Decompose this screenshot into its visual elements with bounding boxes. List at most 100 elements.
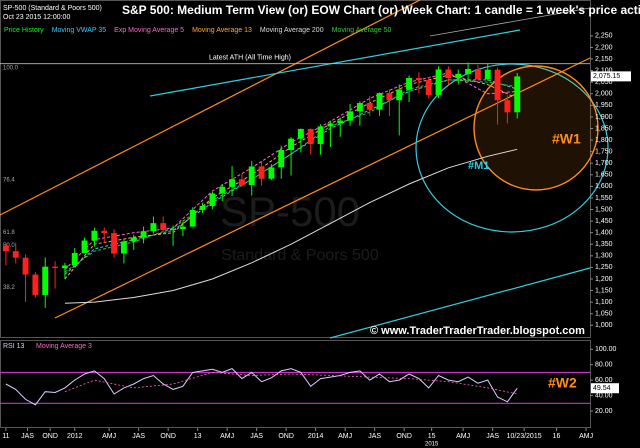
- candle-body: [268, 167, 275, 179]
- rsi-ma-line: [64, 371, 518, 395]
- ath-label: Latest ATH (All Time High): [209, 55, 291, 62]
- candle-body: [42, 266, 49, 295]
- y-tick-label: 1,800: [595, 137, 613, 144]
- candle-body: [307, 128, 314, 144]
- watermark-sub: Standard & Poors 500: [221, 247, 379, 264]
- y-tick-label: 1,350: [595, 241, 613, 248]
- rsi-title: RSI 13: [3, 343, 25, 350]
- candle-body: [474, 68, 481, 80]
- candle-body: [406, 78, 413, 90]
- candle-body: [2, 245, 9, 252]
- x-tick-label: AMJ: [579, 433, 593, 440]
- ma-line: [64, 79, 518, 275]
- x-tick-label: JAS: [132, 433, 145, 440]
- x-tick-label: JAS: [21, 433, 34, 440]
- candle-body: [317, 126, 324, 144]
- x-tick-label: AMJ: [102, 433, 116, 440]
- candle-body: [337, 120, 344, 124]
- candle-body: [189, 209, 196, 227]
- y-tick-label: 1,650: [595, 172, 613, 179]
- legend-entry: Moving Average 200: [260, 27, 324, 34]
- candle-body: [81, 240, 88, 254]
- y-tick-label: 1,750: [595, 148, 613, 155]
- y-tick-label: 2,000: [595, 91, 613, 98]
- y-tick-label: 1,050: [595, 311, 613, 318]
- x-tick-label: OND: [160, 433, 176, 440]
- rsi-last-label: 49.54: [593, 385, 611, 392]
- x-tick-label: 13: [194, 433, 202, 440]
- y-tick-label: 1,500: [595, 206, 613, 213]
- candle-body: [327, 123, 334, 127]
- candle-body: [238, 179, 245, 185]
- m1-label: #M1: [468, 160, 489, 172]
- channel-lower: [54, 57, 591, 319]
- w1-circle: [473, 65, 599, 191]
- candle-body: [91, 230, 98, 241]
- y-tick-label: 2,200: [595, 44, 613, 51]
- y-tick-label: 1,150: [595, 287, 613, 294]
- x-tick-label: 10/23/2015: [507, 433, 542, 440]
- y-tick-label: 1,700: [595, 160, 613, 167]
- candle-body: [32, 274, 39, 295]
- x-tick-label: OND: [396, 433, 412, 440]
- candle-body: [435, 69, 442, 95]
- candle-body: [150, 223, 157, 232]
- watermark: SP-500: [220, 188, 360, 235]
- candle-body: [386, 93, 393, 101]
- y-tick-label: 1,600: [595, 183, 613, 190]
- x-tick-label: OND: [42, 433, 58, 440]
- rsi-y-tick-label: 60.00: [595, 377, 613, 384]
- chart-title: S&P 500: Medium Term View (or) EOW Chart…: [122, 3, 640, 17]
- fib-label: 61.8: [3, 230, 15, 236]
- rsi-y-tick-label: 40.00: [595, 392, 613, 399]
- y-tick-label: 1,450: [595, 218, 613, 225]
- y-tick-label: 1,850: [595, 125, 613, 132]
- x-tick-label: 15: [428, 433, 436, 440]
- candle-body: [199, 206, 206, 210]
- last-price-box: [591, 71, 631, 82]
- last-price-label: 2,075.15: [593, 73, 620, 80]
- w1-label: #W1: [552, 131, 581, 147]
- candle-body: [111, 233, 118, 254]
- x-tick-label: 16: [553, 433, 561, 440]
- candle-body: [12, 251, 19, 258]
- legend-entry: Moving Average 13: [192, 27, 252, 34]
- y-tick-label: 2,150: [595, 56, 613, 63]
- legend-entry: Price History: [4, 27, 44, 34]
- candle-body: [248, 166, 255, 185]
- candle-body: [425, 80, 432, 95]
- w2-label: #W2: [548, 375, 577, 391]
- candle-body: [396, 89, 403, 101]
- candle-body: [366, 103, 373, 110]
- candle-body: [209, 193, 216, 207]
- main-frame: [0, 0, 591, 338]
- ma-line: [64, 148, 518, 304]
- candle-body: [514, 76, 521, 113]
- x-tick-label: JAS: [368, 433, 381, 440]
- candle-body: [258, 166, 265, 179]
- candle-body: [101, 230, 108, 234]
- candle-body: [356, 103, 363, 112]
- x-tick-label: 2012: [67, 433, 83, 440]
- candle-body: [278, 150, 285, 168]
- rsi-last-box: [591, 383, 619, 394]
- legend-entry: Exp Moving Average 5: [114, 27, 184, 34]
- y-tick-label: 1,950: [595, 102, 613, 109]
- candle-body: [288, 138, 295, 151]
- y-tick-label: 1,900: [595, 114, 613, 121]
- rsi-ma-title: Moving Average 3: [36, 343, 92, 350]
- candle-body: [415, 78, 422, 81]
- x-tick-label: 11: [2, 433, 9, 440]
- candle-body: [504, 100, 511, 113]
- candle-body: [376, 93, 383, 110]
- fib-label: 50.0: [3, 243, 15, 249]
- fib-label: 76.4: [3, 178, 15, 184]
- y-tick-label: 1,400: [595, 230, 613, 237]
- rsi-line: [5, 368, 518, 406]
- x-tick-label: JAS: [486, 433, 499, 440]
- channel-upper: [0, 0, 421, 216]
- candle-body: [455, 73, 462, 79]
- gray-upper: [429, 7, 591, 37]
- candle-body: [219, 186, 226, 194]
